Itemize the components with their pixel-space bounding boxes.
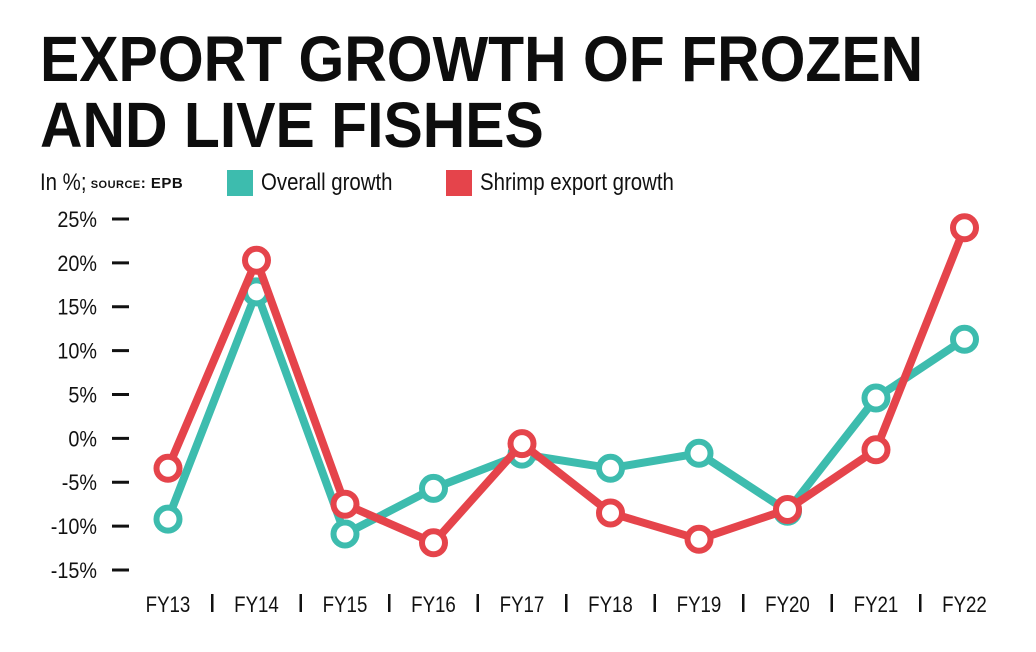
subtitle-row: In %; source: EPB Overall growth Shrimp …: [40, 166, 738, 200]
y-tick-label: 15%: [57, 296, 97, 320]
y-tick-label: 20%: [57, 252, 97, 276]
legend-label-overall: Overall growth: [261, 169, 393, 196]
unit-label: In %;: [40, 169, 87, 196]
data-point-shrimp: [507, 429, 537, 459]
data-point-overall: [861, 383, 891, 413]
x-tick-label: FY21: [854, 594, 899, 618]
data-point-shrimp: [330, 489, 360, 519]
data-point-shrimp: [242, 245, 271, 275]
series-layer: [153, 213, 979, 558]
x-tick-label: FY20: [765, 594, 810, 618]
chart-title: EXPORT GROWTH OF FROZEN AND LIVE FISHES: [40, 23, 924, 161]
data-point-shrimp: [684, 524, 714, 554]
y-tick-label: -5%: [62, 471, 97, 495]
x-tick-label: FY13: [146, 594, 191, 618]
series-line-overall: [164, 287, 969, 539]
data-point-overall: [153, 504, 183, 534]
legend-label-shrimp: Shrimp export growth: [480, 169, 674, 196]
x-tick-label: FY18: [588, 594, 633, 618]
legend-swatch-overall: [227, 170, 254, 196]
y-tick-label: -10%: [51, 515, 97, 539]
series-shrimp: [153, 213, 979, 558]
y-axis: 25% 20% 15% 10% 5% 0% -5% -10% -15%: [51, 208, 129, 583]
data-point-shrimp: [419, 528, 448, 558]
y-tick-label: -15%: [51, 559, 97, 583]
data-point-overall: [419, 473, 448, 503]
y-tick-label: 25%: [57, 208, 97, 232]
y-tick-label: 5%: [68, 384, 97, 408]
series-line-shrimp: [164, 223, 969, 547]
x-tick-label: FY14: [234, 594, 279, 618]
y-tick-label: 0%: [68, 427, 97, 451]
x-tick-label: FY22: [942, 594, 987, 618]
data-point-shrimp: [153, 453, 183, 483]
legend-item-shrimp: Shrimp export growth: [446, 169, 708, 197]
x-axis: FY13 FY14 FY15 FY16 FY17 FY18 FY19 FY20 FY21 FY22: [146, 594, 987, 618]
data-point-overall: [596, 453, 625, 483]
x-tick-label: FY16: [411, 594, 456, 618]
data-point-overall: [330, 519, 360, 549]
legend-item-overall: Overall growth: [227, 169, 416, 197]
source-label: source: EPB: [90, 174, 184, 192]
data-point-shrimp: [861, 435, 891, 465]
x-tick-label: FY19: [677, 594, 722, 618]
y-tick-label: 10%: [57, 340, 97, 364]
legend-swatch-shrimp: [446, 170, 473, 196]
data-point-overall: [950, 324, 979, 354]
x-tick-label: FY17: [500, 594, 545, 618]
data-point-shrimp: [950, 213, 979, 243]
data-point-shrimp: [596, 498, 625, 528]
x-tick-label: FY15: [323, 594, 368, 618]
data-point-overall: [684, 438, 714, 468]
data-point-shrimp: [773, 494, 802, 524]
